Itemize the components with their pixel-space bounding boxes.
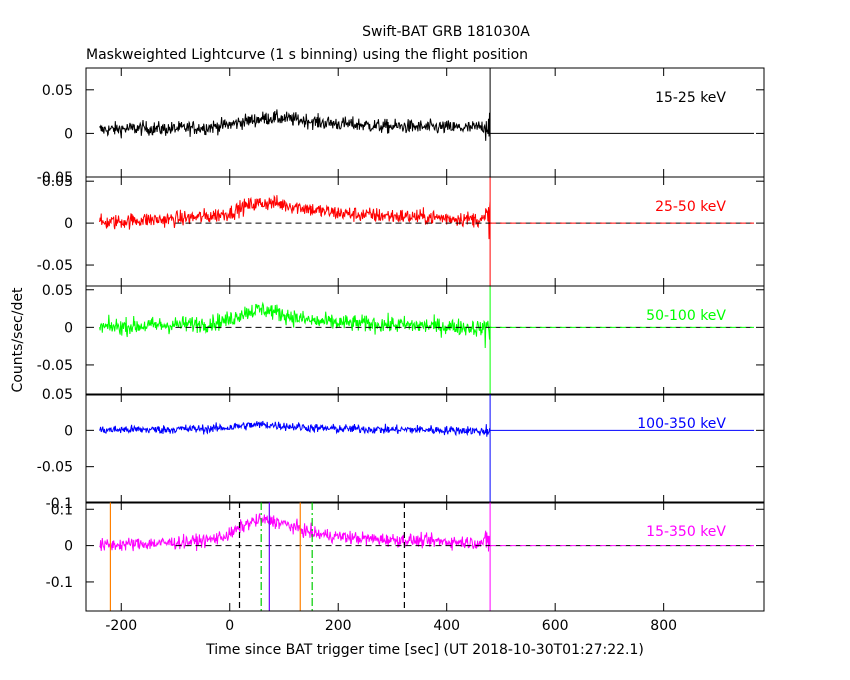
y-tick-label: -0.1 [46, 496, 73, 512]
chart-subtitle: Maskweighted Lightcurve (1 s binning) us… [86, 47, 528, 63]
y-tick-label: 0.1 [51, 502, 73, 518]
lightcurve-100-350-keV [99, 394, 491, 503]
panel-15-25-keV: -0.05 0 0.05 15-25 keV [37, 67, 765, 186]
panel-data-group [99, 394, 754, 503]
x-tick-label: 600 [542, 618, 569, 634]
lightcurve-50-100-keV [99, 286, 491, 395]
y-tick-label: 0 [64, 423, 73, 439]
panel-frame [85, 176, 765, 287]
panel-50-100-keV: -0.05 0 0.05 50-100 keV [37, 283, 765, 396]
panel-frame [85, 285, 765, 396]
y-tick-label: -0.1 [46, 575, 73, 591]
y-tick-label: -0.05 [37, 258, 73, 274]
y-tick-label: 0 [64, 216, 73, 232]
panel-15-350-keV: -0.1 0 0.1 15-350 keV [46, 501, 765, 612]
lightcurve-15-25-keV [99, 68, 491, 177]
band-label: 25-50 keV [655, 199, 726, 215]
panel-data-group [99, 286, 754, 395]
y-tick-label: 0.05 [42, 387, 73, 403]
x-tick-label: 800 [650, 618, 677, 634]
y-tick-label: -0.05 [37, 358, 73, 374]
band-label: 100-350 keV [637, 416, 726, 432]
panel-frame [85, 67, 765, 178]
y-tick-label: -0.05 [37, 460, 73, 476]
x-tick-label: 400 [433, 618, 460, 634]
lightcurve-25-50-keV [99, 177, 491, 286]
y-axis-label: Counts/sec/det [10, 287, 26, 392]
lightcurve-15-350-keV [99, 502, 491, 611]
panel-25-50-keV: -0.05 0 0.05 25-50 keV [37, 174, 765, 287]
panel-frame [85, 501, 765, 612]
chart-title: Swift-BAT GRB 181030A [362, 24, 530, 40]
panel-100-350-keV: -0.1 -0.05 0 0.05 100-350 keV [37, 387, 765, 512]
panel-data-group [99, 177, 754, 286]
y-tick-label: 0 [64, 539, 73, 555]
y-tick-label: 0.05 [42, 283, 73, 299]
x-tick-label: 200 [325, 618, 352, 634]
band-label: 50-100 keV [646, 308, 726, 324]
band-label: 15-350 keV [646, 524, 726, 540]
panel-frame [85, 393, 765, 504]
y-tick-label: 0 [64, 126, 73, 142]
x-axis-label: Time since BAT trigger time [sec] (UT 20… [205, 642, 644, 658]
y-tick-label: 0 [64, 320, 73, 336]
band-label: 15-25 keV [655, 90, 726, 106]
panel-data-group [99, 68, 754, 177]
x-tick-label: -200 [105, 618, 137, 634]
y-tick-label: 0.05 [42, 83, 73, 99]
x-tick-label: 0 [225, 618, 234, 634]
y-tick-label: -0.05 [37, 170, 73, 186]
y-tick-label: 0.05 [42, 174, 73, 190]
panel-data-group [99, 502, 754, 611]
